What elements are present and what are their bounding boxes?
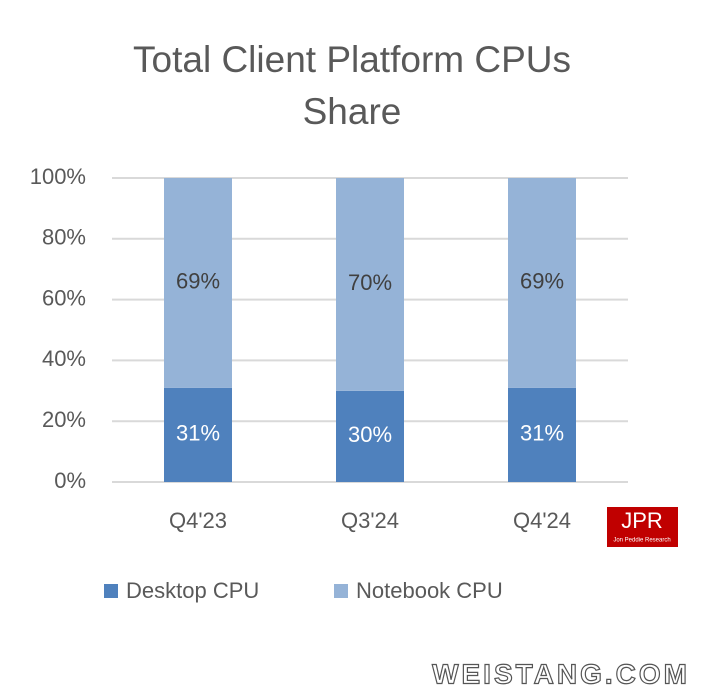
x-tick-label: Q4'23 [169,508,227,533]
y-tick-label: 80% [42,225,86,250]
x-tick-label: Q3'24 [341,508,399,533]
y-tick-label: 60% [42,285,86,310]
value-label: 69% [520,269,564,294]
bar-segment [336,178,404,391]
bar-segment [164,387,232,482]
bar-segment [336,390,404,482]
x-tick-label: Q4'24 [513,508,571,533]
value-label: 70% [348,270,392,295]
legend-label: Desktop CPU [126,578,259,603]
legend-label: Notebook CPU [356,578,503,603]
logo-text: JPR [621,508,663,533]
chart-title: Total Client Platform CPUs Share [133,39,571,132]
bar-segment [164,178,232,388]
value-label: 31% [176,421,220,446]
legend-swatch [104,584,118,598]
logo-subtext: Jon Peddie Research [613,538,670,544]
y-tick-label: 100% [30,164,86,189]
legend-swatch [334,584,348,598]
bar-segment [508,178,576,388]
y-tick-label: 20% [42,407,86,432]
watermark: WEISTANG.COM [432,658,690,689]
value-label: 30% [348,422,392,447]
logo [607,507,678,547]
y-tick-label: 0% [54,468,86,493]
y-tick-label: 40% [42,346,86,371]
value-label: 69% [176,269,220,294]
bar-segment [508,387,576,482]
value-label: 31% [520,421,564,446]
